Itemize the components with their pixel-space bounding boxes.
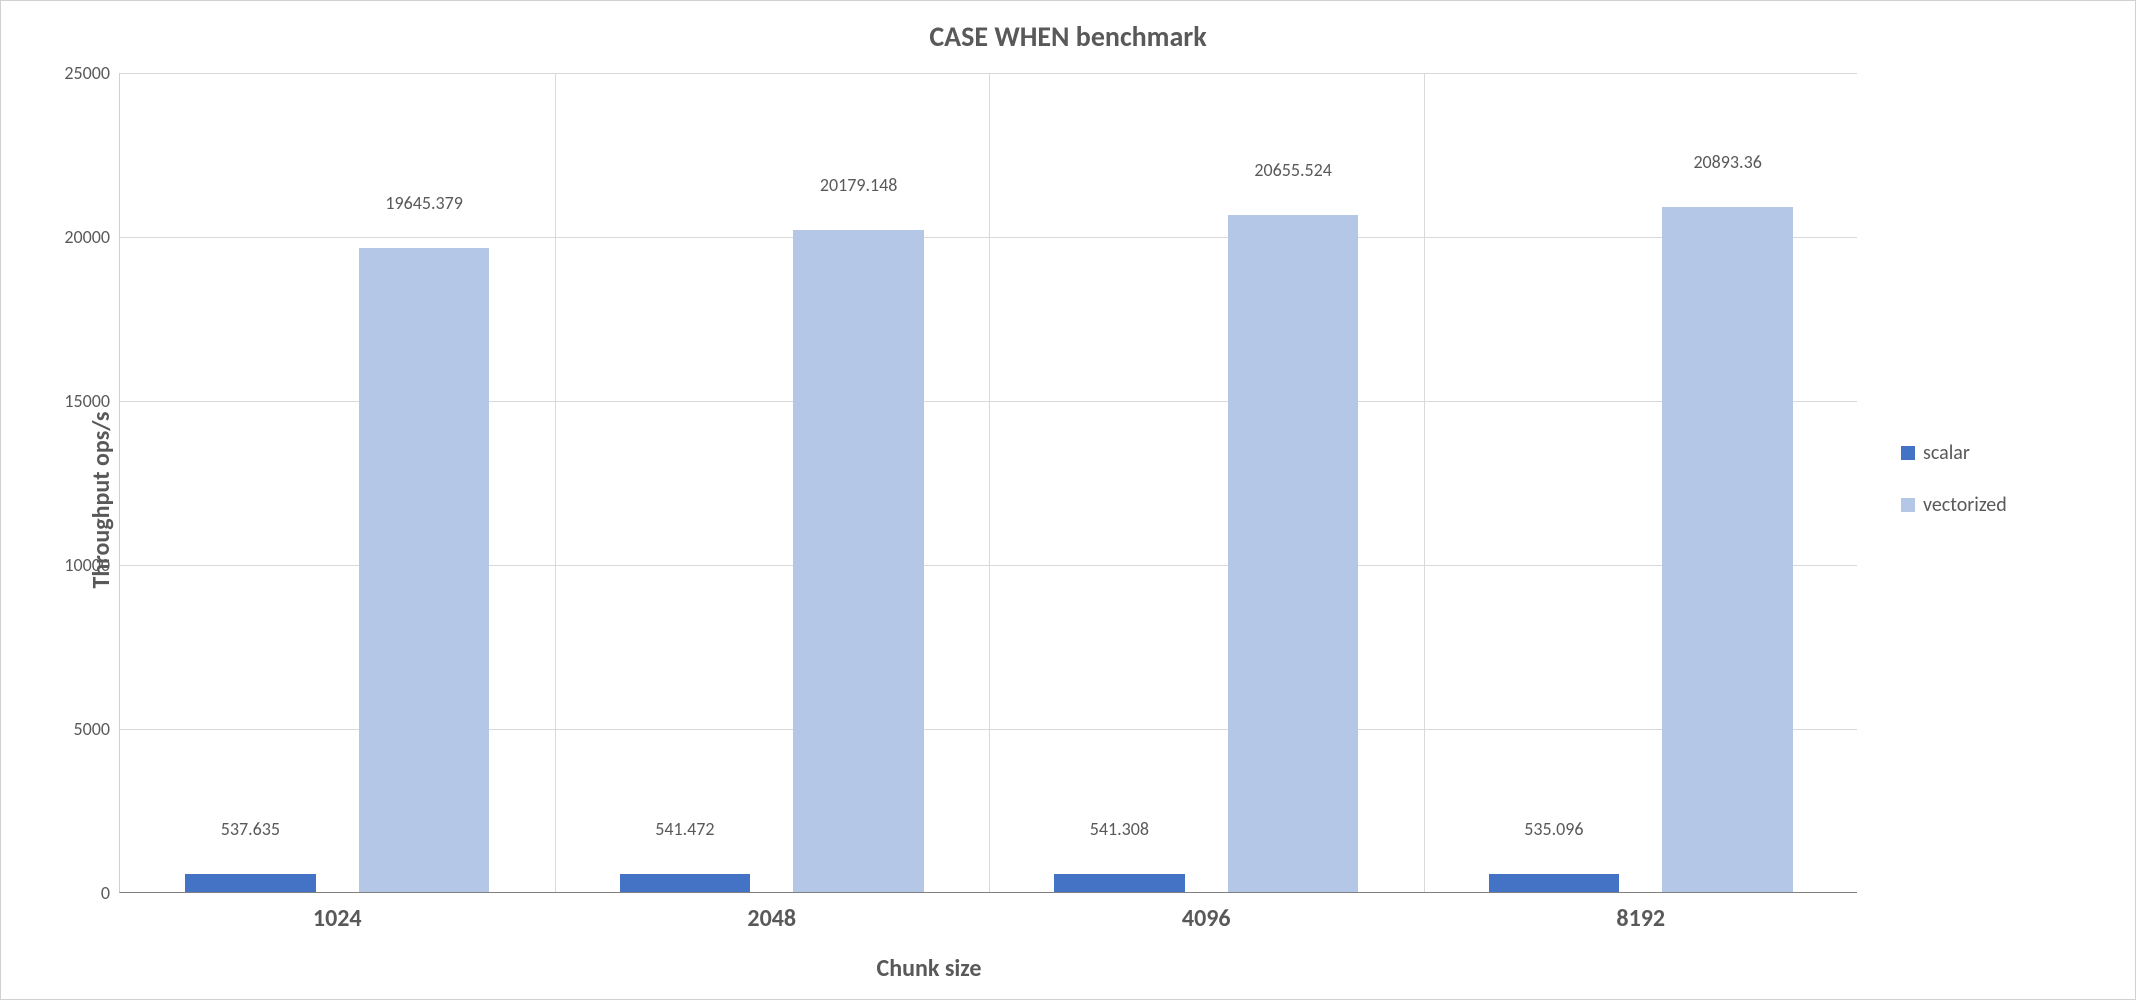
- x-tick-label: 1024: [313, 892, 362, 933]
- y-tick-label: 20000: [64, 226, 120, 248]
- legend-item-scalar: scalar: [1901, 441, 2007, 465]
- bar-scalar: [1489, 874, 1619, 892]
- chart-container: CASE WHEN benchmark Throughput ops/s Chu…: [0, 0, 2136, 1000]
- legend: scalar vectorized: [1901, 441, 2007, 517]
- x-tick-label: 8192: [1616, 892, 1665, 933]
- y-tick-label: 5000: [74, 718, 121, 740]
- bar-vectorized: [359, 248, 489, 892]
- bar-scalar: [1054, 874, 1184, 892]
- gridline-vertical: [555, 73, 556, 892]
- x-tick-label: 2048: [747, 892, 796, 933]
- data-label: 541.472: [655, 818, 714, 846]
- data-label: 541.308: [1090, 818, 1149, 846]
- bar-vectorized: [1662, 207, 1792, 892]
- bar-scalar: [620, 874, 750, 892]
- data-label: 19645.379: [385, 192, 463, 220]
- bar-vectorized: [1228, 215, 1358, 893]
- y-tick-label: 0: [101, 882, 120, 904]
- chart-title: CASE WHEN benchmark: [1, 19, 2135, 54]
- legend-label: scalar: [1923, 441, 1970, 465]
- data-label: 537.635: [221, 818, 280, 846]
- gridline-vertical: [989, 73, 990, 892]
- x-axis-label: Chunk size: [1, 954, 1857, 983]
- legend-item-vectorized: vectorized: [1901, 493, 2007, 517]
- legend-swatch: [1901, 498, 1915, 512]
- x-tick-label: 4096: [1182, 892, 1231, 933]
- legend-swatch: [1901, 446, 1915, 460]
- gridline-vertical: [1424, 73, 1425, 892]
- bar-vectorized: [793, 230, 923, 892]
- data-label: 535.096: [1524, 818, 1583, 846]
- plot-area: 05000100001500020000250001024537.6351964…: [119, 73, 1857, 893]
- y-tick-label: 15000: [64, 390, 120, 412]
- bar-scalar: [185, 874, 315, 892]
- data-label: 20893.36: [1693, 151, 1761, 179]
- data-label: 20179.148: [820, 174, 898, 202]
- y-tick-label: 25000: [64, 62, 120, 84]
- data-label: 20655.524: [1254, 159, 1332, 187]
- y-tick-label: 10000: [64, 554, 120, 576]
- legend-label: vectorized: [1923, 493, 2007, 517]
